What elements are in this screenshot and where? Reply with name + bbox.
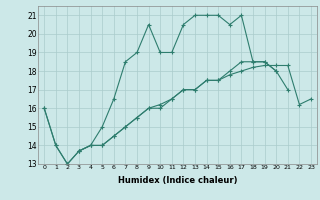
X-axis label: Humidex (Indice chaleur): Humidex (Indice chaleur) xyxy=(118,176,237,185)
